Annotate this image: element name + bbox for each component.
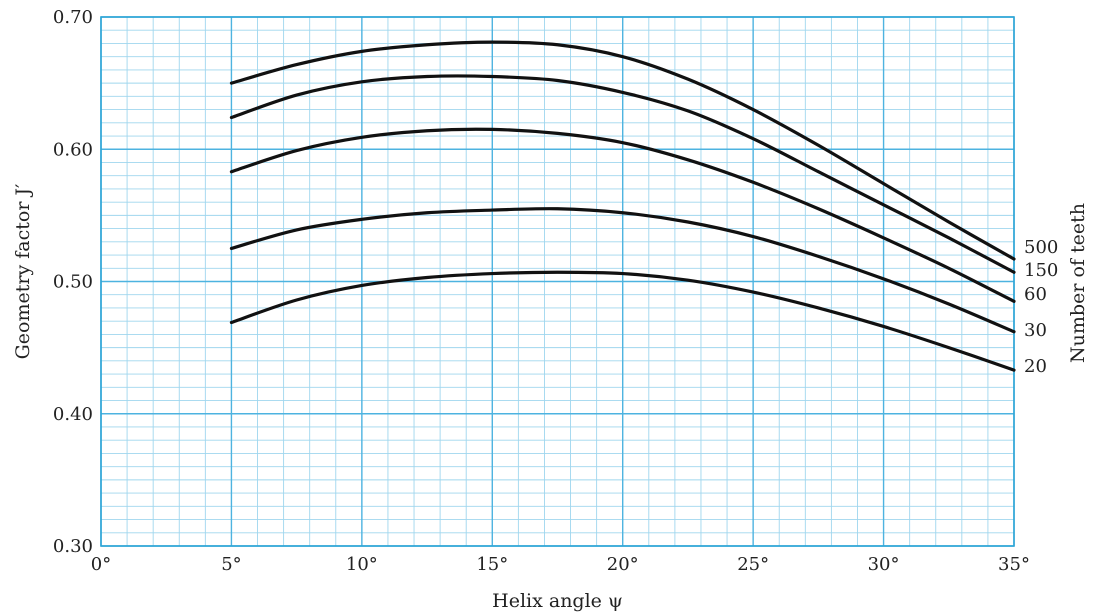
x-tick-label: 5° — [221, 554, 241, 575]
x-tick-labels: 0° 5° 10° 15° 20° 25° 30° 35° — [91, 554, 1030, 575]
series-line-30 — [229, 207, 1016, 334]
y-tick-label: 0.30 — [53, 536, 93, 557]
series-line-150 — [229, 74, 1016, 274]
y-tick-label: 0.60 — [53, 139, 93, 160]
plot-frame — [100, 16, 1015, 547]
x-tick-label: 35° — [998, 554, 1030, 575]
curves — [229, 40, 1016, 372]
y-axis-title: Geometry factor J′ — [12, 184, 34, 360]
x-tick-label: 20° — [607, 554, 639, 575]
y-tick-label: 0.50 — [53, 272, 93, 293]
x-tick-label: 0° — [91, 554, 111, 575]
series-line-60 — [229, 127, 1016, 303]
series-label-500: 500 — [1024, 237, 1058, 258]
x-tick-label: 10° — [346, 554, 378, 575]
x-tick-label: 25° — [737, 554, 769, 575]
y-tick-label: 0.70 — [53, 7, 93, 28]
y-tick-label: 0.40 — [53, 404, 93, 425]
x-axis-title: Helix angle ψ — [492, 590, 623, 612]
series-label-30: 30 — [1024, 320, 1047, 341]
series-line-500 — [229, 40, 1016, 261]
y-tick-labels: 0.30 0.40 0.50 0.60 0.70 — [53, 7, 93, 557]
x-tick-label: 30° — [868, 554, 900, 575]
series-label-20: 20 — [1024, 356, 1047, 377]
x-tick-label: 15° — [476, 554, 508, 575]
right-axis-title: Number of teeth — [1067, 203, 1089, 363]
series-line-20 — [229, 270, 1016, 372]
series-label-150: 150 — [1024, 260, 1058, 281]
series-label-60: 60 — [1024, 284, 1047, 305]
